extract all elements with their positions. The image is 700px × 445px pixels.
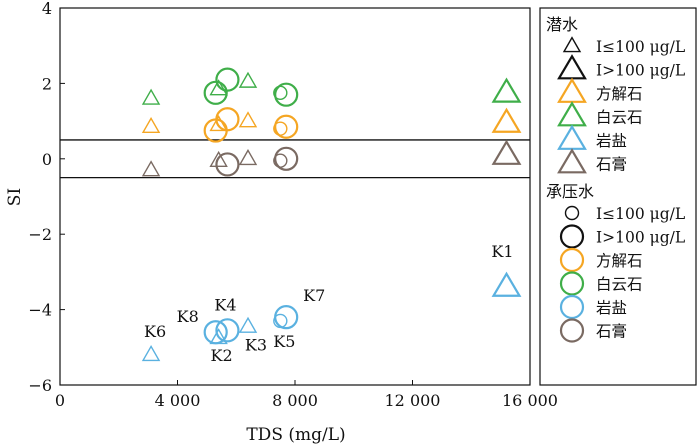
phreatic-dolomite-point bbox=[238, 71, 258, 88]
legend-marker bbox=[557, 148, 587, 174]
confined-dolomite-point bbox=[215, 67, 240, 92]
confined-halite-point bbox=[215, 318, 240, 343]
sample-label: K7 bbox=[303, 286, 325, 305]
confined-gypsum-point bbox=[215, 152, 240, 177]
legend-marker bbox=[559, 271, 585, 296]
sample-label: K1 bbox=[491, 242, 513, 261]
legend-group-title: 潜水 bbox=[546, 15, 578, 34]
legend-item-label: 方解石 bbox=[596, 85, 643, 103]
legend-frame bbox=[539, 7, 697, 386]
legend-group-title: 承压水 bbox=[546, 182, 594, 201]
phreatic-gypsum-point bbox=[209, 150, 228, 167]
sample-label: K6 bbox=[144, 322, 166, 341]
legend-item-label: 白云石 bbox=[596, 276, 643, 294]
x-axis-label: TDS (mg/L) bbox=[246, 425, 345, 445]
legend-item-label: 石膏 bbox=[596, 323, 627, 341]
phreatic-gypsum-point bbox=[491, 139, 522, 165]
x-tick-label: 12 000 bbox=[385, 391, 441, 410]
legend-marker bbox=[562, 36, 582, 53]
x-tick-label: 4 000 bbox=[155, 391, 201, 410]
y-tick-label: −2 bbox=[28, 225, 52, 244]
sample-label: K4 bbox=[214, 295, 236, 314]
legend-item-label: I≤100 μg/L bbox=[596, 38, 685, 56]
confined-dolomite-point bbox=[274, 82, 299, 107]
y-tick-label: 0 bbox=[42, 150, 52, 169]
phreatic-dolomite-point bbox=[141, 88, 161, 105]
x-tick-label: 16 000 bbox=[502, 391, 558, 410]
phreatic-halite-point bbox=[238, 316, 258, 333]
y-tick-label: −4 bbox=[28, 301, 52, 320]
phreatic-calcite-point bbox=[238, 111, 258, 128]
legend-item-label: I>100 μg/L bbox=[596, 62, 685, 80]
y-tick-label: 4 bbox=[42, 0, 52, 18]
legend: 潜水I≤100 μg/LI>100 μg/L方解石白云石岩盐石膏承压水I≤100… bbox=[539, 7, 697, 386]
plot-area: 0 4 000 8 000 12 000 16 000 −6 −4 −2 0 2 4 K6 K2 K3 K1… bbox=[28, 0, 558, 410]
sample-label: K5 bbox=[273, 332, 295, 351]
x-tick-label: 8 000 bbox=[272, 391, 318, 410]
phreatic-dolomite-point bbox=[491, 77, 522, 103]
legend-item-label: 白云石 bbox=[596, 109, 643, 127]
phreatic-gypsum-point bbox=[141, 160, 161, 177]
y-tick-label: −6 bbox=[28, 376, 52, 395]
legend-marker bbox=[564, 205, 580, 221]
confined-calcite-point bbox=[274, 114, 299, 139]
legend-marker bbox=[559, 247, 585, 273]
legend-item-label: I>100 μg/L bbox=[596, 229, 685, 247]
legend-item-label: 方解石 bbox=[596, 252, 643, 270]
sample-label: K8 bbox=[177, 307, 199, 326]
legend-item-label: 岩盐 bbox=[596, 132, 627, 150]
phreatic-calcite-point bbox=[141, 116, 161, 134]
confined-gypsum-point bbox=[274, 146, 299, 171]
sample-label: K3 bbox=[245, 336, 267, 355]
phreatic-dolomite-point bbox=[209, 79, 228, 96]
confined-calcite-point bbox=[215, 107, 240, 132]
y-axis-label: SI bbox=[5, 188, 25, 206]
phreatic-calcite-point bbox=[491, 107, 522, 133]
legend-item-label: 石膏 bbox=[596, 156, 627, 174]
legend-marker bbox=[559, 224, 585, 249]
phreatic-halite-point bbox=[141, 345, 161, 362]
x-tick-label: 0 bbox=[55, 391, 65, 410]
legend-marker bbox=[559, 294, 585, 320]
plot-frame bbox=[59, 7, 531, 386]
phreatic-calcite-point bbox=[209, 115, 228, 132]
sample-label: K2 bbox=[211, 346, 233, 365]
phreatic-halite-point bbox=[491, 271, 522, 297]
legend-item-label: I≤100 μg/L bbox=[596, 205, 685, 223]
legend-marker bbox=[559, 318, 585, 343]
confined-halite-point bbox=[203, 320, 228, 345]
legend-item-label: 岩盐 bbox=[596, 299, 627, 317]
y-tick-label: 2 bbox=[42, 74, 52, 93]
phreatic-gypsum-point bbox=[238, 148, 258, 166]
confined-halite-point bbox=[274, 305, 299, 330]
